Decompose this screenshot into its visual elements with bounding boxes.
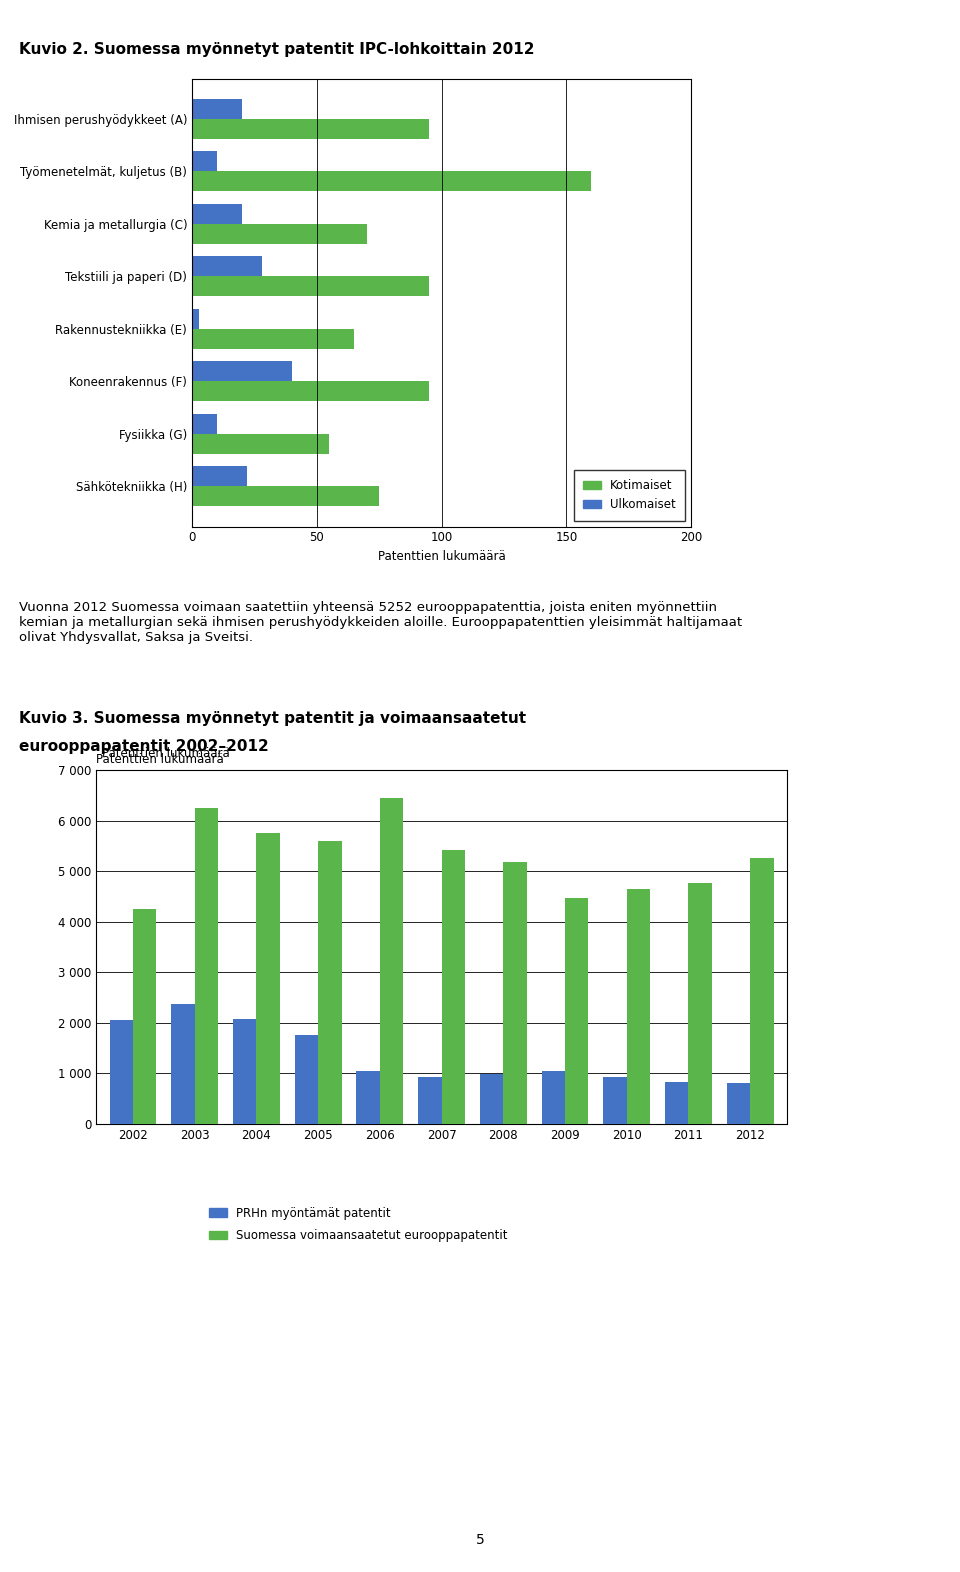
Bar [192,223,367,244]
Bar [565,898,588,1124]
Bar [233,1019,256,1124]
Bar [192,256,262,277]
Bar [603,1077,627,1124]
Bar [419,1077,442,1124]
Bar [192,151,217,171]
Bar [192,486,379,506]
Bar [192,329,354,349]
Bar [318,841,342,1124]
Text: Patenttien lukumäärä: Patenttien lukumäärä [96,753,224,766]
Text: Vuonna 2012 Suomessa voimaan saatettiin yhteensä 5252 eurooppapatenttia, joista : Vuonna 2012 Suomessa voimaan saatettiin … [19,601,742,643]
Bar [195,808,218,1124]
Text: Kuvio 2. Suomessa myönnetyt patentit IPC-lohkoittain 2012: Kuvio 2. Suomessa myönnetyt patentit IPC… [19,42,535,58]
Bar [192,467,247,486]
Bar [133,909,156,1124]
Bar [192,171,591,192]
Bar [442,849,465,1124]
Bar [356,1071,380,1124]
Bar [192,362,292,382]
Bar [256,833,280,1124]
Bar [480,1074,503,1124]
Text: Patenttien lukumäärä: Patenttien lukumäärä [102,747,230,761]
Bar [109,1020,133,1124]
Text: eurooppapatentit 2002–2012: eurooppapatentit 2002–2012 [19,739,269,755]
Bar [192,204,242,223]
Bar [380,799,403,1124]
Bar [192,434,329,454]
Bar [727,1083,750,1124]
Bar [627,890,650,1124]
Bar [750,858,774,1124]
Bar [192,413,217,434]
Bar [192,382,429,401]
Text: Kuvio 3. Suomessa myönnetyt patentit ja voimaansaatetut: Kuvio 3. Suomessa myönnetyt patentit ja … [19,711,526,726]
Bar [192,99,242,119]
Bar [665,1082,688,1124]
Legend: PRHn myöntämät patentit, Suomessa voimaansaatetut eurooppapatentit: PRHn myöntämät patentit, Suomessa voimaa… [204,1201,514,1248]
Bar [688,883,712,1124]
Bar [295,1034,318,1124]
X-axis label: Patenttien lukumäärä: Patenttien lukumäärä [377,550,506,563]
Legend: Kotimaiset, Ulkomaiset: Kotimaiset, Ulkomaiset [573,470,685,520]
Text: 5: 5 [475,1533,485,1547]
Bar [192,277,429,296]
Bar [171,1003,195,1124]
Bar [503,861,527,1124]
Bar [192,119,429,138]
Bar [541,1071,565,1124]
Bar [192,310,200,329]
